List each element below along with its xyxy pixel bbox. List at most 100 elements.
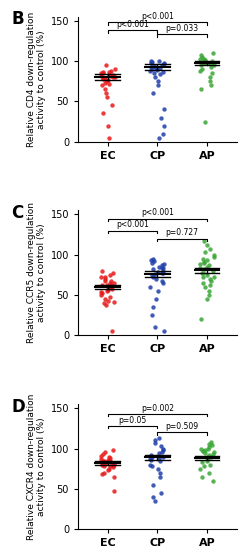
- Point: [205, 295, 209, 304]
- Point: [108, 278, 112, 287]
- Point: [102, 299, 106, 307]
- Point: [104, 458, 108, 467]
- Point: [102, 468, 106, 477]
- Text: p=0.727: p=0.727: [166, 228, 199, 237]
- Point: [156, 77, 160, 86]
- Text: p<0.001: p<0.001: [116, 20, 149, 29]
- Point: [158, 63, 162, 72]
- Point: [210, 57, 214, 66]
- Point: [103, 276, 107, 285]
- Point: [210, 441, 214, 449]
- Point: [158, 456, 162, 465]
- Point: [160, 447, 163, 456]
- Point: [109, 281, 113, 290]
- Point: [110, 327, 113, 336]
- Point: [101, 67, 105, 76]
- Point: [150, 258, 154, 267]
- Point: [161, 129, 165, 138]
- Point: [100, 266, 104, 275]
- Point: [108, 79, 112, 88]
- Point: [161, 269, 165, 278]
- Point: [212, 272, 216, 281]
- Text: p<0.001: p<0.001: [141, 12, 174, 21]
- Point: [212, 476, 215, 485]
- Point: [111, 73, 115, 82]
- Point: [157, 454, 161, 463]
- Point: [163, 105, 166, 114]
- Point: [108, 271, 112, 280]
- Point: [159, 442, 163, 451]
- Point: [107, 67, 111, 76]
- Point: [205, 256, 209, 265]
- Point: [101, 449, 105, 458]
- Point: [201, 458, 204, 467]
- Text: D: D: [11, 398, 25, 416]
- Point: [211, 48, 215, 57]
- Point: [111, 446, 115, 455]
- Point: [209, 81, 213, 90]
- Point: [154, 275, 158, 284]
- Point: [153, 496, 157, 505]
- Point: [112, 487, 116, 496]
- Text: p=0.509: p=0.509: [166, 422, 199, 431]
- Point: [208, 281, 212, 290]
- Text: p=0.033: p=0.033: [166, 25, 199, 33]
- Point: [107, 133, 111, 142]
- Point: [206, 455, 210, 463]
- Point: [203, 248, 207, 257]
- Point: [111, 268, 115, 277]
- Point: [99, 273, 103, 282]
- Point: [202, 462, 206, 471]
- Point: [106, 455, 110, 464]
- Point: [99, 287, 103, 296]
- Point: [153, 438, 157, 447]
- Point: [149, 66, 152, 75]
- Point: [105, 287, 109, 296]
- Point: [106, 296, 110, 305]
- Point: [149, 256, 153, 265]
- Point: [104, 61, 108, 70]
- Point: [201, 278, 205, 287]
- Point: [151, 255, 155, 263]
- Point: [202, 58, 206, 67]
- Point: [152, 492, 155, 501]
- Point: [201, 447, 205, 456]
- Point: [198, 260, 202, 269]
- Point: [153, 323, 157, 332]
- Point: [158, 468, 162, 477]
- Point: [208, 77, 212, 86]
- Point: [209, 438, 213, 447]
- Point: [202, 447, 205, 456]
- Point: [112, 458, 116, 467]
- Point: [150, 452, 154, 461]
- Point: [108, 292, 112, 301]
- Point: [208, 460, 212, 469]
- Point: [210, 60, 214, 69]
- Point: [162, 260, 166, 269]
- Point: [100, 289, 104, 298]
- Point: [103, 275, 107, 284]
- Point: [151, 89, 155, 98]
- Point: [100, 281, 104, 290]
- Point: [207, 261, 211, 270]
- Point: [99, 71, 103, 80]
- Point: [210, 69, 214, 77]
- Point: [156, 287, 160, 296]
- Point: [101, 81, 104, 90]
- Point: [150, 271, 153, 280]
- Point: [203, 57, 207, 66]
- Text: p=0.002: p=0.002: [141, 404, 174, 413]
- Point: [149, 58, 153, 67]
- Point: [199, 61, 203, 70]
- Point: [102, 462, 106, 471]
- Point: [205, 262, 209, 271]
- Text: p<0.001: p<0.001: [116, 221, 149, 229]
- Point: [149, 57, 152, 66]
- Point: [200, 472, 204, 481]
- Point: [209, 276, 213, 285]
- Point: [159, 488, 163, 497]
- Point: [162, 121, 166, 130]
- Point: [107, 452, 111, 461]
- Point: [200, 269, 203, 278]
- Point: [212, 447, 216, 456]
